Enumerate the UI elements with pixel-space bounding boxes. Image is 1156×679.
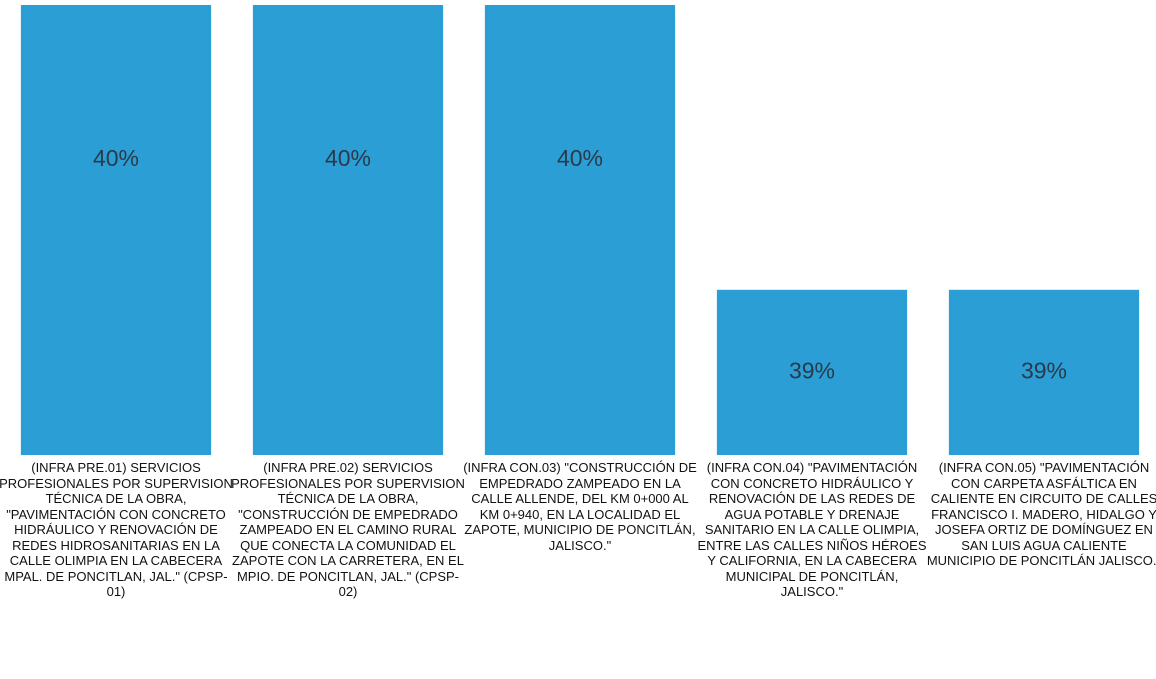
bar — [716, 289, 908, 455]
x-tick-label: (INFRA CON.03) "CONSTRUCCIÓN DE EMPEDRAD… — [463, 460, 697, 553]
bar — [484, 5, 676, 455]
value-label: 40% — [325, 145, 371, 171]
x-tick-label: (INFRA CON.04) "PAVIMENTACIÓN CON CONCRE… — [697, 460, 927, 599]
value-label: 40% — [557, 145, 603, 171]
x-tick-label: (INFRA PRE.01) SERVICIOS PROFESIONALES P… — [0, 460, 233, 599]
x-tick-label: (INFRA CON.05) "PAVIMENTACIÓN CON CARPET… — [926, 460, 1156, 568]
bar — [948, 289, 1140, 455]
value-label: 40% — [93, 145, 139, 171]
value-label: 39% — [1021, 357, 1067, 383]
bar — [20, 5, 212, 455]
bar — [252, 5, 444, 455]
x-tick-label: (INFRA PRE.02) SERVICIOS PROFESIONALES P… — [231, 460, 465, 599]
value-label: 39% — [789, 357, 835, 383]
